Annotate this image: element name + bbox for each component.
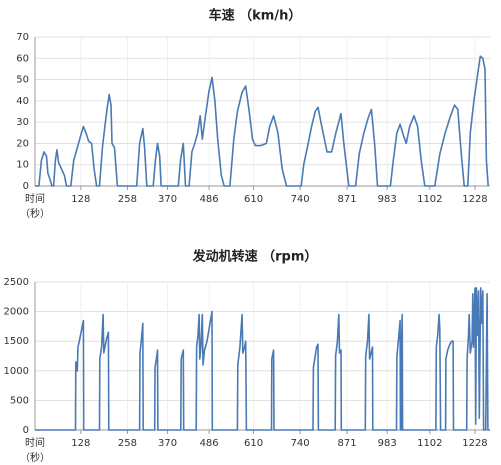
x-tick-label: 740 bbox=[291, 194, 310, 205]
y-tick-label: 1000 bbox=[4, 366, 29, 377]
x-tick-label: 1102 bbox=[417, 194, 442, 205]
x-tick-label: 1228 bbox=[462, 438, 487, 449]
x-tick-label: 486 bbox=[200, 438, 219, 449]
y-tick-label: 70 bbox=[16, 32, 29, 43]
y-tick-label: 500 bbox=[10, 395, 29, 406]
x-tick-label: 983 bbox=[378, 438, 397, 449]
x-tick-label: 486 bbox=[200, 194, 219, 205]
x-tick-label: 1102 bbox=[417, 438, 442, 449]
y-tick-label: 0 bbox=[23, 425, 29, 436]
x-tick-label: 370 bbox=[158, 194, 177, 205]
y-tick-label: 40 bbox=[16, 96, 29, 107]
x-axis-label: （秒） bbox=[20, 451, 50, 464]
x-tick-label: 983 bbox=[378, 194, 397, 205]
chart-title: 发动机转速 （rpm） bbox=[192, 249, 318, 265]
chart-title: 车速 （km/h） bbox=[209, 8, 302, 24]
x-axis-label: （秒） bbox=[20, 207, 50, 220]
y-tick-label: 1500 bbox=[4, 336, 29, 347]
x-tick-label: 610 bbox=[244, 438, 263, 449]
x-tick-label: 1228 bbox=[462, 194, 487, 205]
x-tick-label: 871 bbox=[338, 438, 357, 449]
x-tick-label: 128 bbox=[71, 438, 90, 449]
x-tick-label: 610 bbox=[244, 194, 263, 205]
y-tick-label: 2000 bbox=[4, 307, 29, 318]
x-tick-label: 128 bbox=[71, 194, 90, 205]
x-tick-label: 258 bbox=[118, 438, 137, 449]
x-tick-label: 258 bbox=[118, 194, 137, 205]
x-axis-label: 时间 bbox=[25, 436, 45, 449]
y-tick-label: 0 bbox=[23, 181, 29, 192]
x-tick-label: 370 bbox=[158, 438, 177, 449]
x-tick-label: 871 bbox=[338, 194, 357, 205]
y-tick-label: 30 bbox=[16, 117, 29, 128]
y-tick-label: 60 bbox=[16, 53, 29, 64]
data-line bbox=[35, 55, 489, 187]
y-tick-label: 10 bbox=[16, 160, 29, 171]
x-axis-label: 时间 bbox=[25, 192, 45, 205]
y-tick-label: 20 bbox=[16, 138, 29, 149]
y-tick-label: 2500 bbox=[4, 277, 29, 288]
x-tick-label: 740 bbox=[291, 438, 310, 449]
y-tick-label: 50 bbox=[16, 75, 29, 86]
data-line bbox=[35, 287, 490, 431]
